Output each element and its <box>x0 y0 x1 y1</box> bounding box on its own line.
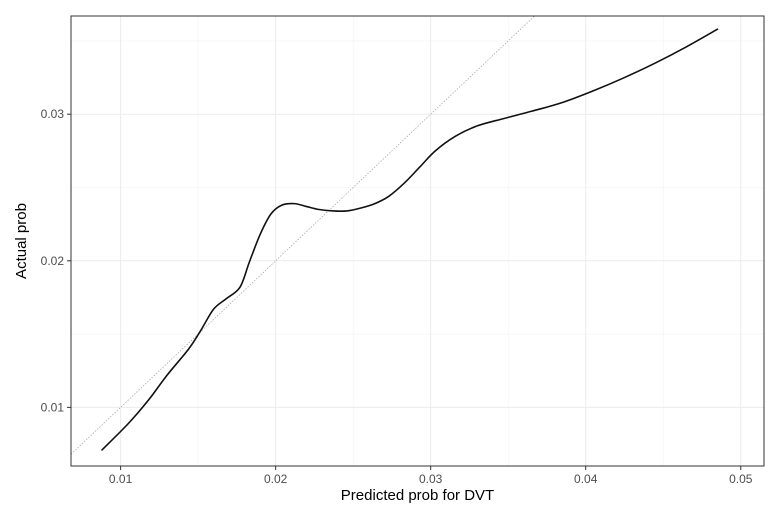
grid <box>71 16 764 466</box>
x-tick-label: 0.05 <box>729 472 753 486</box>
x-tick-label: 0.03 <box>419 472 443 486</box>
ticks: 0.01 0.02 0.03 0.04 0.05 0.01 0.02 0.03 <box>41 107 753 486</box>
x-tick-label: 0.02 <box>264 472 288 486</box>
x-axis-title: Predicted prob for DVT <box>341 487 494 504</box>
y-tick-label: 0.02 <box>41 254 65 268</box>
plot-background <box>71 16 764 466</box>
y-tick-label: 0.01 <box>41 400 65 414</box>
x-tick-label: 0.04 <box>574 472 598 486</box>
x-tick-label: 0.01 <box>109 472 133 486</box>
series-layer <box>101 28 719 451</box>
plot-border <box>70 15 765 467</box>
y-axis-title: Actual prob <box>13 203 30 279</box>
calibration-curve-line <box>101 28 719 451</box>
y-tick-label: 0.03 <box>41 107 65 121</box>
